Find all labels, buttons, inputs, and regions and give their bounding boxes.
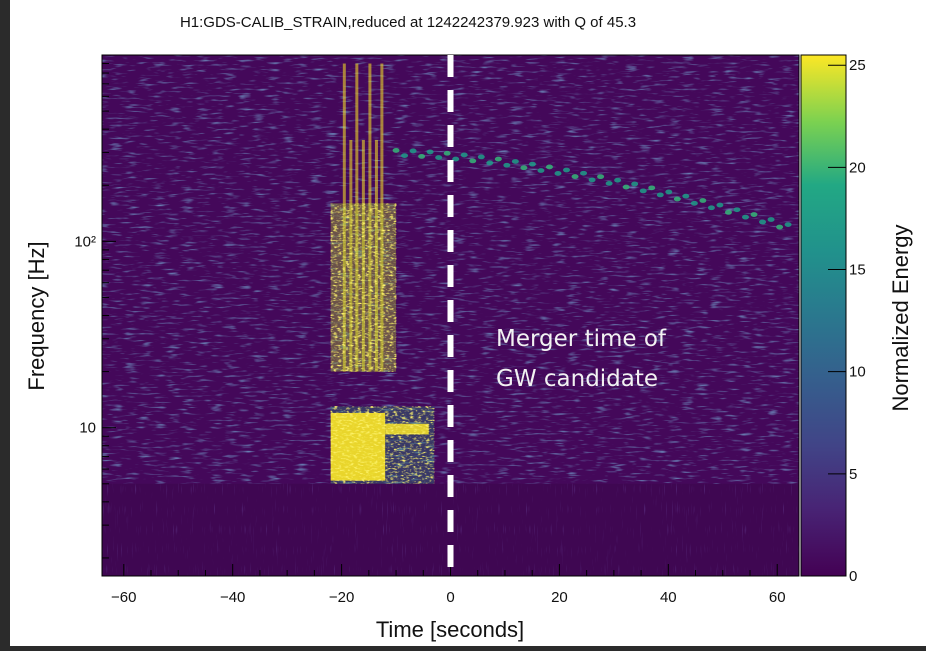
colorbar-tick-label: 10 xyxy=(849,364,866,381)
chirp-point xyxy=(571,174,579,179)
annotation: Merger time of GW candidate xyxy=(496,326,667,392)
colorbar-tick-label: 20 xyxy=(849,159,866,176)
chirp-point xyxy=(452,156,460,162)
chirp-point xyxy=(563,167,571,173)
chirp-point xyxy=(776,224,784,230)
chirp-point xyxy=(597,174,605,180)
chirp-point xyxy=(588,177,596,183)
chirp-point xyxy=(673,196,681,202)
chirp-point xyxy=(469,158,477,164)
chirp-point xyxy=(460,152,468,158)
x-axis-label: Time [seconds] xyxy=(376,617,524,642)
chirp-point xyxy=(759,219,767,225)
signal-features xyxy=(330,63,792,484)
annotation-line-2: GW candidate xyxy=(496,366,658,392)
chirp-point xyxy=(614,177,622,183)
chirp-point xyxy=(537,168,545,173)
colorbar-frame xyxy=(800,54,847,577)
chirp-point xyxy=(494,156,502,162)
colorbar-gradient xyxy=(801,55,846,576)
x-tick-label: 0 xyxy=(446,589,454,606)
y-axis: 10 10² xyxy=(74,63,116,559)
chirp-point xyxy=(545,164,553,170)
chirp-point xyxy=(622,184,630,190)
spectrogram-figure: H1:GDS-CALIB_STRAIN,reduced at 124224237… xyxy=(24,14,913,642)
x-tick-label: 20 xyxy=(551,589,568,606)
x-tick-label: 60 xyxy=(769,589,786,606)
chirp-point xyxy=(435,155,443,160)
chirp-point xyxy=(682,193,690,199)
x-tick-label: −40 xyxy=(220,589,245,606)
chirp-point xyxy=(724,209,732,215)
chirp-point xyxy=(707,205,715,211)
chirp-point xyxy=(503,162,511,168)
colorbar-tick-label: 5 xyxy=(849,466,857,483)
chirp-point xyxy=(699,198,707,203)
chirp-point xyxy=(409,148,417,154)
chirp-point xyxy=(784,222,792,227)
y-axis-label: Frequency [Hz] xyxy=(24,241,49,390)
chirp-point xyxy=(418,153,426,159)
colorbar-label: Normalized Energy xyxy=(888,224,913,411)
glitch-band-speckle xyxy=(330,406,435,484)
chirp-point xyxy=(528,161,536,167)
chirp-point xyxy=(656,192,664,198)
colorbar: 0 5 10 15 20 25 xyxy=(800,54,866,585)
chirp-point xyxy=(511,159,519,164)
chirp-point xyxy=(741,214,749,220)
y-tick-label: 10 xyxy=(79,420,96,437)
chirp-point xyxy=(392,148,400,153)
x-tick-label: −20 xyxy=(329,589,354,606)
chirp-point xyxy=(733,207,741,213)
chirp-point xyxy=(750,212,758,217)
x-tick-label: −60 xyxy=(111,589,136,606)
annotation-line-1: Merger time of xyxy=(496,326,667,352)
colorbar-ticks: 0 5 10 15 20 25 xyxy=(828,57,866,585)
chirp-point xyxy=(631,181,639,187)
x-tick-label: 40 xyxy=(660,589,677,606)
x-axis: −60 −40 −20 0 20 40 60 xyxy=(111,564,786,606)
chirp-point xyxy=(486,160,494,166)
chirp-point xyxy=(690,200,698,206)
chirp-point xyxy=(665,189,673,195)
chirp-point xyxy=(767,217,775,222)
chirp-point xyxy=(580,170,588,176)
chirp-point xyxy=(443,150,451,156)
colorbar-tick-label: 15 xyxy=(849,262,866,279)
chirp-point xyxy=(477,154,485,160)
colorbar-tick-label: 25 xyxy=(849,57,866,74)
chirp-point xyxy=(639,188,647,194)
figure-panel: H1:GDS-CALIB_STRAIN,reduced at 124224237… xyxy=(10,0,926,646)
chirp-point xyxy=(648,185,656,191)
chirp-point xyxy=(605,180,613,186)
colorbar-tick-label: 0 xyxy=(849,568,857,585)
chirp-point xyxy=(716,202,724,208)
glitch-column-speckle xyxy=(330,203,397,372)
chirp-point xyxy=(554,171,562,176)
y-tick-label: 10² xyxy=(74,233,96,250)
chirp-point xyxy=(426,149,434,155)
chart-title-group: H1:GDS-CALIB_STRAIN,reduced at 124224237… xyxy=(180,14,636,31)
chirp-point xyxy=(520,165,528,171)
chirp-point xyxy=(401,153,409,158)
chart-title: H1:GDS-CALIB_STRAIN,reduced at 124224237… xyxy=(180,14,636,31)
